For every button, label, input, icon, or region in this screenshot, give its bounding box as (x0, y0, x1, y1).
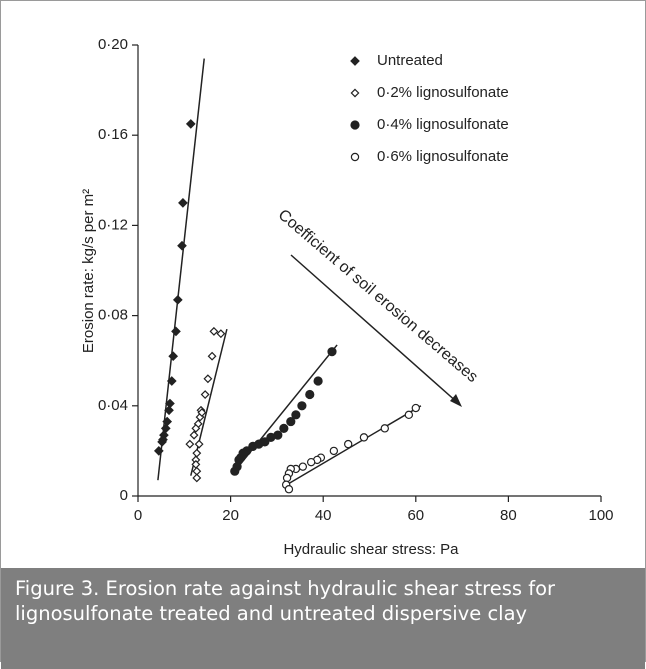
point (380, 424, 389, 433)
y-tick-label: 0·20 (98, 36, 128, 53)
point (157, 437, 167, 447)
point (209, 326, 219, 336)
y-tick-label: 0·08 (98, 307, 128, 324)
point (164, 405, 174, 416)
x-axis-title: Hydraulic shear stress: Pa (283, 541, 459, 558)
x-tick-label: 100 (588, 507, 613, 524)
y-tick-label: 0·12 (98, 216, 128, 233)
x-tick-label: 60 (407, 507, 424, 524)
point (194, 439, 204, 449)
point (297, 401, 307, 411)
y-tick-label: 0·04 (98, 397, 128, 414)
point (306, 457, 316, 467)
arrow-shaft (290, 254, 459, 404)
point (298, 462, 308, 471)
fit-line (282, 405, 422, 488)
point (166, 376, 177, 386)
legend-label: 0·6% lignosulfonate (377, 148, 509, 165)
point (216, 329, 226, 339)
arrow-head (450, 394, 462, 407)
x-tick-label: 20 (222, 507, 239, 524)
point (189, 430, 199, 440)
y-axis-title: Erosion rate: kg/s per m² (80, 189, 97, 353)
point (172, 294, 183, 305)
point (313, 376, 323, 386)
point (266, 432, 276, 442)
point (185, 439, 195, 449)
point (191, 423, 201, 433)
point (327, 347, 337, 357)
point (230, 466, 240, 476)
point (411, 403, 420, 413)
point (282, 473, 292, 483)
point (344, 439, 353, 449)
annotation: Coefficient of soil erosion decreases (275, 206, 481, 386)
point (248, 441, 258, 451)
point (359, 433, 369, 442)
point (404, 410, 414, 420)
point (185, 119, 196, 129)
legend-label: 0·2% lignosulfonate (377, 84, 509, 101)
point (279, 423, 289, 433)
chart: Hydraulic shear stress: Pa Erosion rate:… (80, 36, 614, 558)
point (284, 485, 294, 494)
x-tick-label: 80 (500, 507, 517, 524)
point (192, 473, 202, 483)
x-tick-label: 0 (134, 507, 142, 524)
point (192, 448, 202, 458)
point (305, 389, 315, 400)
legend-marker (350, 56, 360, 66)
legend-label: 0·4% lignosulfonate (377, 116, 509, 133)
point (153, 446, 164, 456)
legend-marker (350, 152, 360, 162)
point (291, 410, 301, 420)
y-tick-label: 0 (120, 487, 128, 504)
point (197, 408, 207, 418)
point (178, 198, 188, 208)
legend-marker (350, 120, 360, 130)
point (286, 416, 296, 427)
legend-marker (350, 88, 360, 98)
caption: Figure 3. Erosion rate against hydraulic… (1, 568, 645, 669)
point (203, 374, 213, 384)
point (171, 326, 181, 337)
y-tick-label: 0·16 (98, 126, 128, 143)
point (207, 351, 217, 361)
point (168, 351, 179, 362)
point (200, 390, 210, 399)
point (177, 240, 187, 251)
point (329, 446, 339, 456)
legend-label: Untreated (377, 52, 443, 69)
x-tick-label: 40 (315, 507, 332, 524)
